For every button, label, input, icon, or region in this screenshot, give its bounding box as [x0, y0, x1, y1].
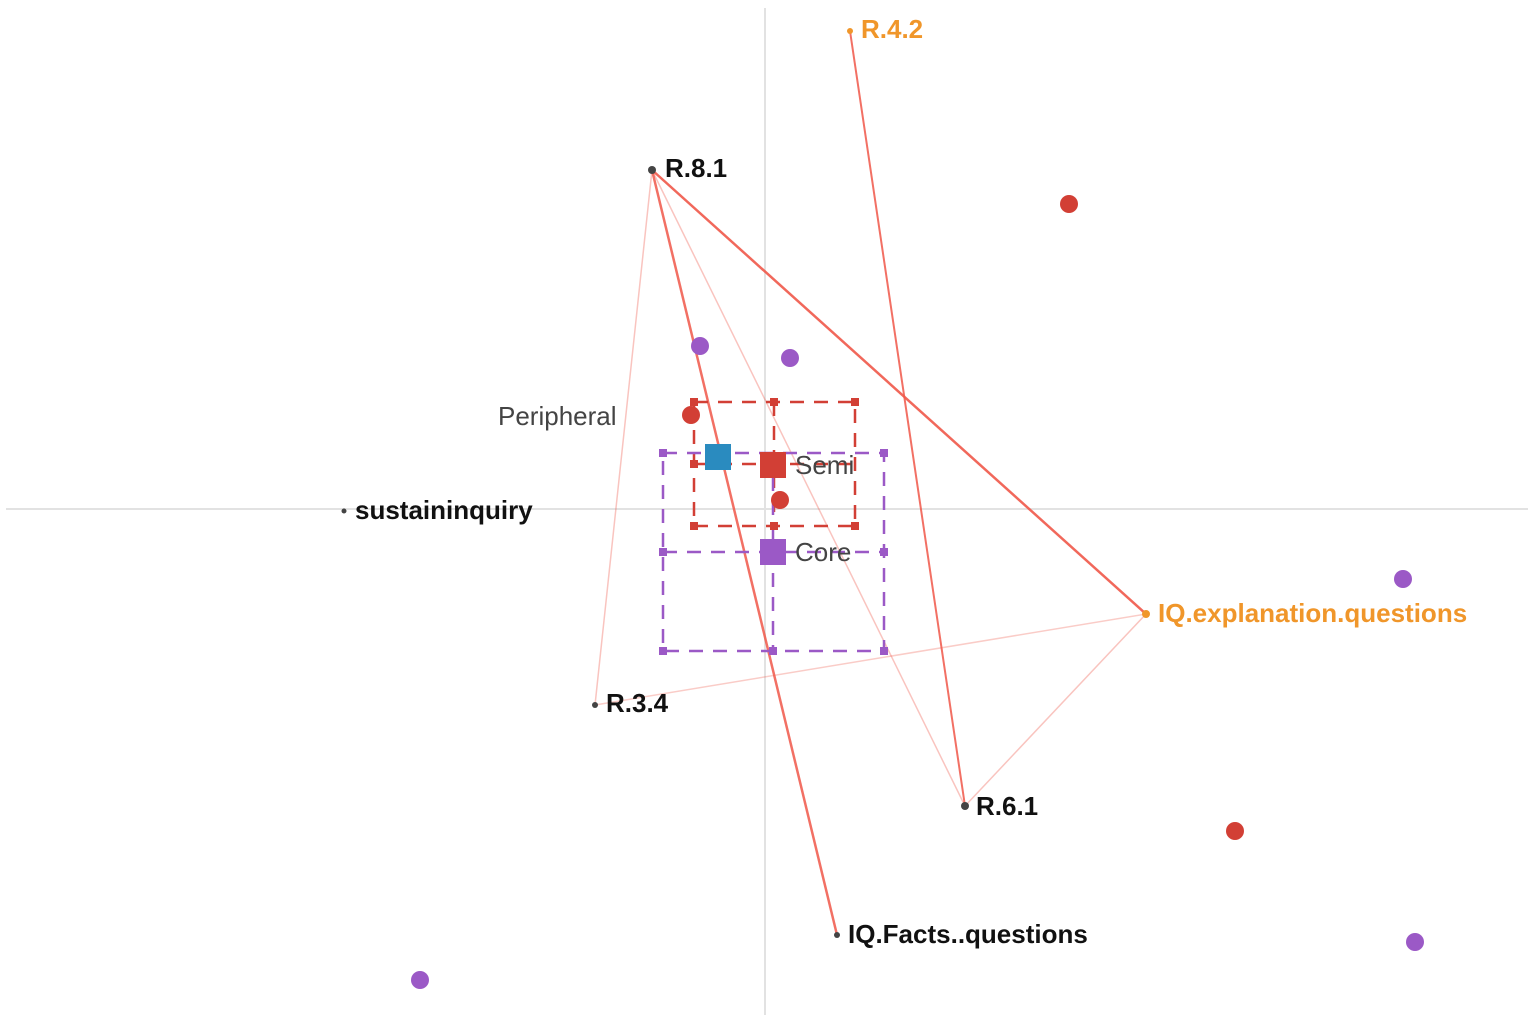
box-corner	[769, 647, 777, 655]
point	[771, 491, 789, 509]
group-label: Core	[795, 537, 851, 567]
box-corner	[690, 522, 698, 530]
node-dot	[961, 802, 969, 810]
box-corner	[659, 449, 667, 457]
node-label: R.8.1	[665, 153, 727, 183]
node-dot	[834, 932, 840, 938]
edge	[651, 169, 1147, 615]
core-mean	[760, 539, 786, 565]
edge	[594, 613, 1147, 706]
node-dot	[847, 28, 853, 34]
point	[691, 337, 709, 355]
box-corner	[880, 449, 888, 457]
node-label: sustaininquiry	[355, 495, 533, 525]
peripheral-mean	[705, 444, 731, 470]
edge	[594, 169, 653, 706]
node-label: IQ.Facts..questions	[848, 919, 1088, 949]
node-label: R.4.2	[861, 14, 923, 44]
point	[1394, 570, 1412, 588]
group-labels: Peripheral Semi Core	[498, 401, 854, 567]
point	[1226, 822, 1244, 840]
edge	[651, 169, 966, 807]
group-label: Peripheral	[498, 401, 617, 431]
node-dots	[341, 28, 1150, 938]
point	[682, 406, 700, 424]
box-corner	[851, 522, 859, 530]
box-corner	[659, 647, 667, 655]
node-label: R.6.1	[976, 791, 1038, 821]
box-corner	[770, 398, 778, 406]
point	[411, 971, 429, 989]
edge	[849, 30, 966, 807]
node-labels: R.4.2 R.8.1 sustaininquiry R.3.4 R.6.1 I…	[355, 14, 1467, 949]
box-corner	[690, 460, 698, 468]
edges	[594, 30, 1147, 936]
box-corner	[851, 398, 859, 406]
box-corner	[659, 548, 667, 556]
box-corner	[880, 647, 888, 655]
points	[411, 195, 1424, 989]
node-label: R.3.4	[606, 688, 669, 718]
box-corner	[880, 548, 888, 556]
point	[1406, 933, 1424, 951]
edge	[964, 613, 1147, 807]
point	[781, 349, 799, 367]
box-corners	[659, 398, 888, 655]
group-means	[705, 444, 786, 565]
point	[1060, 195, 1078, 213]
node-label: IQ.explanation.questions	[1158, 598, 1467, 628]
box-corner	[770, 522, 778, 530]
semi-mean	[760, 452, 786, 478]
node-dot	[648, 166, 656, 174]
group-label: Semi	[795, 450, 854, 480]
node-dot	[341, 508, 347, 514]
box-corner	[690, 398, 698, 406]
node-dot	[592, 702, 598, 708]
node-dot	[1142, 610, 1150, 618]
